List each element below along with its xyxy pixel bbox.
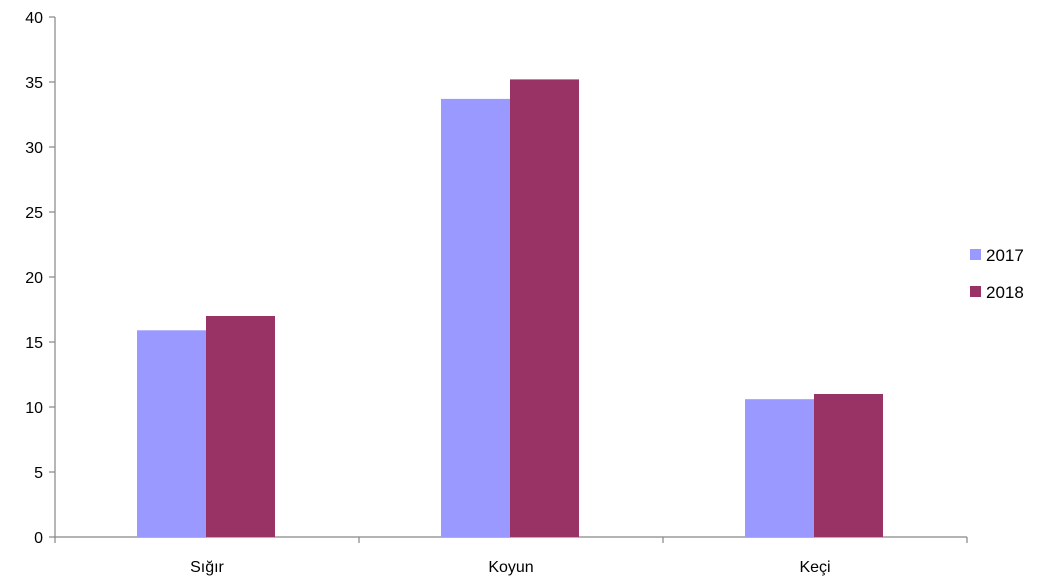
bar-2017-2 bbox=[745, 399, 814, 537]
legend-swatch-2017 bbox=[970, 249, 981, 260]
legend-swatch-2018 bbox=[970, 286, 981, 297]
y-tick-label: 25 bbox=[25, 205, 43, 222]
legend: 2017 2018 bbox=[970, 246, 1024, 302]
y-tick-label: 35 bbox=[25, 75, 43, 92]
x-tick-label: Koyun bbox=[488, 559, 533, 576]
y-tick-label: 0 bbox=[34, 530, 43, 547]
tick-labels: 0 5 10 15 20 25 30 35 40 Sığır Koyun Keçi bbox=[25, 10, 830, 576]
bar-2018-2 bbox=[814, 394, 883, 537]
bar-2018-1 bbox=[510, 79, 579, 538]
legend-label-2017: 2017 bbox=[986, 246, 1024, 265]
y-tick-label: 15 bbox=[25, 335, 43, 352]
y-tick-label: 5 bbox=[34, 465, 43, 482]
y-tick-label: 20 bbox=[25, 270, 43, 287]
y-tick-label: 30 bbox=[25, 140, 43, 157]
bar-2017-0 bbox=[137, 330, 206, 537]
bar-2017-1 bbox=[441, 98, 510, 538]
bar-2018-0 bbox=[206, 316, 275, 537]
x-tick-label: Keçi bbox=[799, 559, 830, 576]
y-tick-label: 40 bbox=[25, 10, 43, 27]
bars bbox=[137, 79, 883, 538]
legend-label-2018: 2018 bbox=[986, 283, 1024, 302]
y-tick-label: 10 bbox=[25, 400, 43, 417]
x-tick-label: Sığır bbox=[190, 559, 224, 576]
